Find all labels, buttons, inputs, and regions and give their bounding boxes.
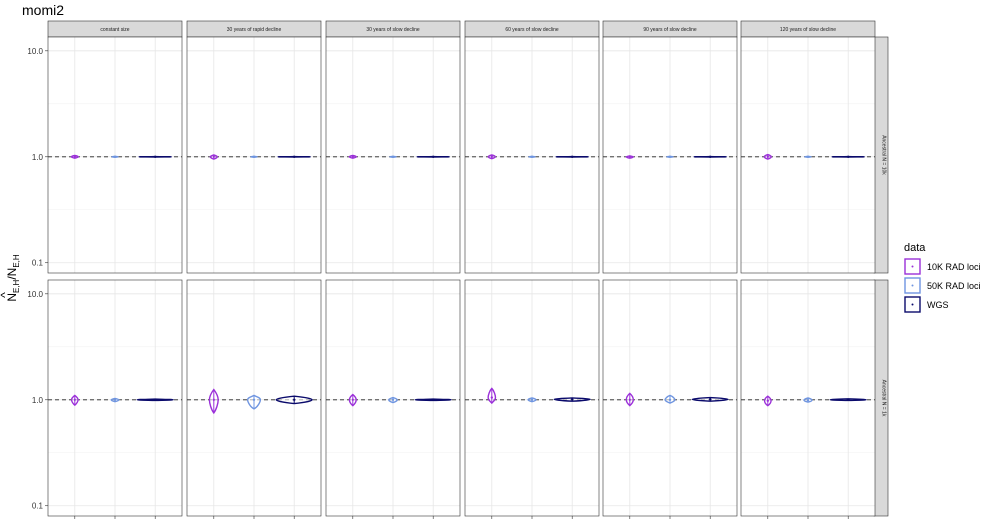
row-strip-2: Ancestral N = 1k: [873, 279, 889, 517]
violin-r1-c4-s2: [528, 155, 536, 158]
panel-r1-c2: [186, 36, 322, 274]
column-strip-4: 60 years of slow decline: [464, 20, 600, 38]
legend-entry-3: WGS: [904, 296, 949, 313]
row-strip-1: Ancestral N = 10k: [873, 36, 889, 274]
violin-r1-c4-s1: [487, 154, 497, 160]
violin-r1-c2-s2: [250, 155, 258, 158]
violin-r2-c4-s1: [487, 387, 497, 405]
violin-r1-c3-s3: [416, 155, 450, 158]
chart-title: momi2: [22, 2, 64, 18]
violin-r1-c3-s2: [389, 155, 397, 158]
y-tick-label: 10.0: [27, 47, 43, 56]
panel-r1-c5: [602, 36, 738, 274]
legend-label: WGS: [927, 300, 949, 310]
row-strip-label: Ancestral N = 10k: [881, 135, 887, 175]
violin-r1-c6-s2: [804, 155, 812, 158]
column-strip-label: 60 years of slow decline: [505, 27, 559, 33]
violin-r1-c1-s3: [138, 155, 172, 158]
column-strip-2: 30 years of rapid decline: [186, 20, 322, 38]
violin-r2-c5-s1: [625, 392, 634, 407]
violin-r2-c3-s3: [414, 398, 452, 402]
violin-r1-c1-s2: [111, 155, 119, 158]
violin-r2-c4-s2: [527, 397, 537, 403]
panel-r2-c3: [325, 279, 461, 519]
violin-r2-c6-s2: [803, 397, 813, 403]
panel-r2-c5: [602, 279, 738, 519]
y-tick-label: 1.0: [32, 153, 44, 162]
column-strip-label: 30 years of rapid decline: [227, 27, 282, 33]
panel-r2-c1: [47, 279, 183, 519]
violin-r2-c5-s3: [691, 396, 729, 402]
violin-r2-c5-s2: [664, 394, 676, 404]
violin-r2-c1-s3: [136, 398, 174, 402]
column-strip-5: 90 years of slow decline: [602, 20, 738, 38]
column-strip-label: 120 years of slow decline: [780, 27, 836, 33]
violin-r1-c5-s1: [625, 155, 635, 159]
violin-r1-c6-s1: [763, 153, 773, 160]
legend-label: 50K RAD loci: [927, 281, 981, 291]
column-strip-3: 30 years of slow decline: [325, 20, 461, 38]
row-strip-label: Ancestral N = 1k: [881, 380, 887, 417]
legend-label: 10K RAD loci: [927, 262, 981, 272]
violin-r1-c2-s1: [209, 154, 219, 160]
violin-r2-c6-s3: [829, 398, 867, 402]
violin-r2-c4-s3: [553, 397, 591, 402]
panel-r1-c1: [47, 36, 183, 274]
panel-r1-c4: [464, 36, 600, 274]
violin-r1-c3-s1: [348, 154, 358, 159]
legend-title: data: [904, 242, 926, 254]
y-axis-label: NE,H/NE,H^: [0, 254, 21, 302]
panel-r2-c4: [464, 279, 600, 519]
violin-r2-c1-s1: [70, 394, 79, 407]
y-tick-label: 1.0: [32, 396, 44, 405]
violin-r1-c6-s3: [831, 155, 865, 158]
violin-r2-c2-s2: [246, 394, 262, 410]
violin-r2-c3-s2: [388, 396, 398, 404]
y-tick-label: 0.1: [32, 502, 44, 511]
column-strip-label: 30 years of slow decline: [366, 27, 420, 33]
y-axis-title-hat: ^: [0, 292, 12, 298]
violin-r2-c3-s1: [348, 393, 357, 407]
violin-r1-c5-s3: [693, 155, 727, 158]
column-strip-label: constant size: [100, 27, 129, 33]
y-axis-title: NE,H/NE,H: [5, 254, 21, 302]
panel-r2-c6: [740, 279, 876, 519]
column-strip-6: 120 years of slow decline: [740, 20, 876, 38]
violin-r1-c1-s1: [70, 154, 80, 159]
violin-r2-c1-s2: [110, 397, 120, 403]
legend-entry-2: 50K RAD loci: [904, 277, 981, 294]
violin-r2-c2-s1: [208, 388, 219, 415]
violin-r1-c2-s3: [277, 155, 311, 158]
y-tick-label: 0.1: [32, 259, 44, 268]
legend-entry-1: 10K RAD loci: [904, 258, 981, 275]
panel-r1-c6: [740, 36, 876, 274]
column-strip-label: 90 years of slow decline: [643, 27, 697, 33]
facet-panels: constant size 30 years of rapid decline 30…: [27, 20, 889, 519]
violin-r1-c4-s3: [555, 155, 589, 158]
y-tick-label: 10.0: [27, 290, 43, 299]
violin-r1-c5-s2: [666, 155, 674, 158]
panel-r1-c3: [325, 36, 461, 274]
panel-r2-c2: [186, 279, 322, 519]
violin-r2-c6-s1: [763, 395, 772, 407]
violin-r2-c2-s3: [275, 395, 313, 405]
column-strip-1: constant size: [47, 20, 183, 38]
